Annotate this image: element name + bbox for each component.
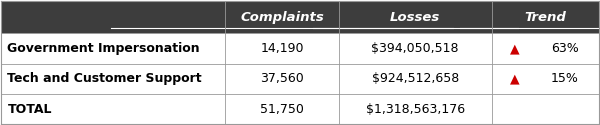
Text: $394,050,518: $394,050,518	[371, 42, 459, 55]
Text: 63%: 63%	[551, 42, 579, 55]
Text: Trend: Trend	[524, 11, 566, 24]
Bar	[1, 64, 599, 94]
Text: $924,512,658: $924,512,658	[371, 72, 459, 85]
Bar	[1, 1, 599, 34]
Bar	[1, 34, 599, 64]
Text: Government Impersonation: Government Impersonation	[7, 42, 200, 55]
Text: 37,560: 37,560	[260, 72, 304, 85]
Text: $1,318,563,176: $1,318,563,176	[365, 103, 465, 116]
Text: 51,750: 51,750	[260, 103, 304, 116]
Text: 14,190: 14,190	[260, 42, 304, 55]
Text: Tech and Customer Support: Tech and Customer Support	[7, 72, 202, 85]
Bar	[1, 94, 599, 124]
Text: ▲: ▲	[511, 42, 520, 55]
Text: 15%: 15%	[551, 72, 579, 85]
Text: TOTAL: TOTAL	[7, 103, 52, 116]
Text: Complaints: Complaints	[240, 11, 324, 24]
Text: ▲: ▲	[511, 72, 520, 85]
Text: Losses: Losses	[390, 11, 440, 24]
